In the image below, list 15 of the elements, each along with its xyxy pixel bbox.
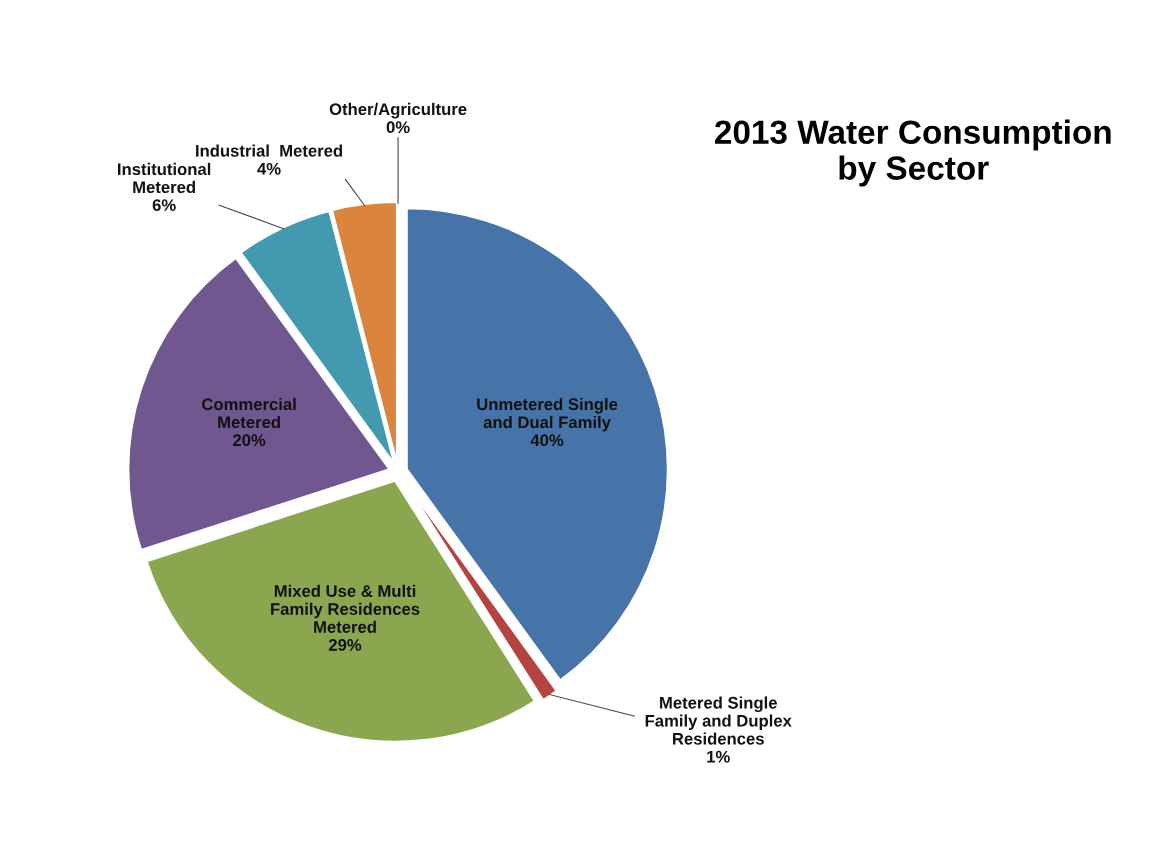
data-label: 6% (152, 199, 176, 212)
slice-label: Mixed Use & Multi Family Residences Metered (271, 584, 420, 633)
data-label: 20% (233, 434, 266, 447)
text: 0% (386, 121, 410, 134)
slice-label: Institutional Metered (118, 162, 211, 194)
text: 2013 Water Consumption by Sector (715, 119, 1111, 187)
data-label: 1% (707, 750, 730, 763)
slice-label: Industrial Metered (196, 144, 343, 157)
slice-label: Commercial Metered (202, 397, 296, 429)
data-label: 29% (328, 639, 362, 651)
slice-label: Unmetered Single and Dual Family (477, 397, 618, 432)
category-label: Other/Agriculture (329, 102, 467, 119)
data-label: 40% (530, 434, 564, 447)
slice-label: Metered Single Family and Duplex Residences (645, 696, 792, 745)
data-label: 4% (257, 162, 281, 175)
